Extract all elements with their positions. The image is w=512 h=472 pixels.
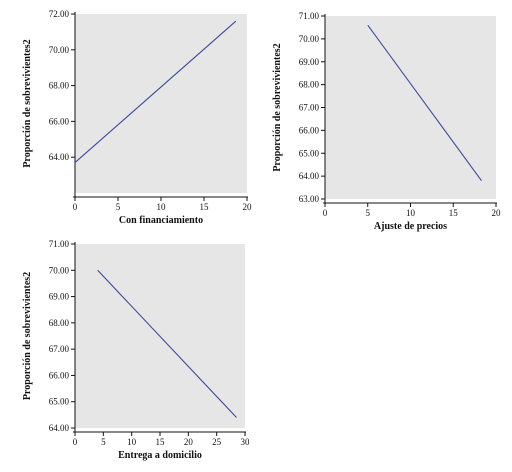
chart-panel-3: 64.00 65.00 66.00 67.00 68.00 69.00 70.00 71.00… xyxy=(22,239,251,461)
x-axis-title: Con financiamiento xyxy=(119,215,203,226)
y-tick-label: 68.00 xyxy=(49,318,70,328)
x-tick-label: 20 xyxy=(243,202,253,212)
y-tick-label: 70.00 xyxy=(49,265,70,275)
x-tick-label: 20 xyxy=(184,437,194,447)
x-tick-label: 0 xyxy=(73,202,78,212)
x-axis-title: Ajuste de precios xyxy=(374,221,447,232)
x-tick-label: 30 xyxy=(241,437,251,447)
series-line xyxy=(74,20,237,164)
x-tick-label: 15 xyxy=(200,202,210,212)
x-tick-label: 15 xyxy=(156,437,166,447)
x-tick-label: 10 xyxy=(157,202,167,212)
y-tick-label: 67.00 xyxy=(299,103,320,113)
y-tick-label: 65.00 xyxy=(49,397,70,407)
y-tick-label: 64.00 xyxy=(299,171,320,181)
x-tick-label: 10 xyxy=(127,437,137,447)
y-tick-label: 71.00 xyxy=(49,239,70,249)
x-tick-label: 10 xyxy=(406,208,416,218)
series-line xyxy=(367,24,482,182)
series-line xyxy=(97,269,237,418)
x-tick-label: 0 xyxy=(73,437,78,447)
y-axis-title: Proporción de sobrevivientes2 xyxy=(22,39,33,167)
plot-area xyxy=(325,16,496,199)
y-tick-label: 64.00 xyxy=(49,152,70,162)
x-tick-label: 5 xyxy=(366,208,371,218)
y-tick-label: 72.00 xyxy=(49,9,70,19)
y-tick-label: 69.00 xyxy=(299,57,320,67)
x-tick-label: 5 xyxy=(116,202,121,212)
chart-panel-1: 64.00 66.00 68.00 70.00 72.00 0 5 10 15 20 Con fin… xyxy=(22,9,253,226)
y-tick-label: 65.00 xyxy=(299,148,320,158)
y-tick-label: 64.00 xyxy=(49,423,70,433)
y-tick-label: 69.00 xyxy=(49,292,70,302)
y-axis-title: Proporción de sobrevivientes2 xyxy=(272,43,283,171)
y-tick-label: 70.00 xyxy=(299,34,320,44)
x-tick-label: 25 xyxy=(212,437,222,447)
y-tick-label: 63.00 xyxy=(299,194,320,204)
y-tick-label: 68.00 xyxy=(49,81,70,91)
y-tick-label: 67.00 xyxy=(49,344,70,354)
y-tick-label: 66.00 xyxy=(49,116,70,126)
y-tick-label: 70.00 xyxy=(49,45,70,55)
y-axis-title: Proporción de sobrevivientes2 xyxy=(22,272,33,400)
x-tick-label: 20 xyxy=(492,208,502,218)
y-tick-label: 66.00 xyxy=(299,125,320,135)
y-tick-label: 68.00 xyxy=(299,80,320,90)
y-tick-label: 66.00 xyxy=(49,370,70,380)
y-tick-label: 71.00 xyxy=(299,11,320,21)
x-axis-title: Entrega a domicilio xyxy=(118,450,202,461)
x-tick-label: 5 xyxy=(101,437,106,447)
plot-area xyxy=(75,14,247,193)
x-tick-label: 0 xyxy=(323,208,328,218)
chart-panel-2: 63.00 64.00 65.00 66.00 67.00 68.00 69.00 70.00… xyxy=(272,11,502,232)
x-tick-label: 15 xyxy=(449,208,459,218)
